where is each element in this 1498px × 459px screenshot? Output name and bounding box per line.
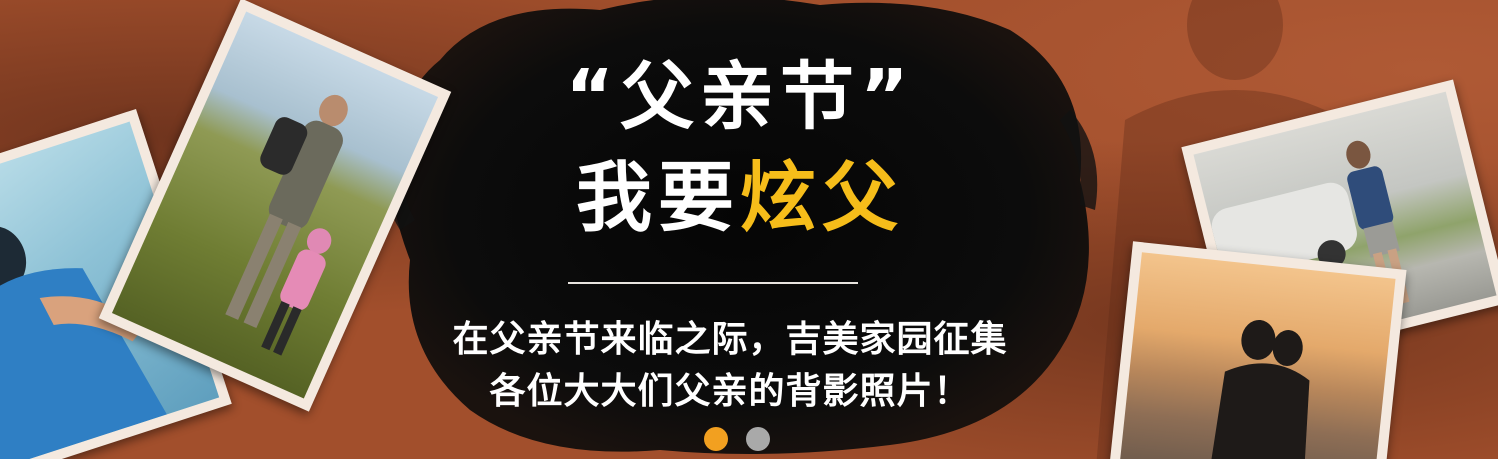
- photo-father-holding-child: [0, 108, 232, 459]
- banner-title-line2: 我要炫父: [500, 160, 980, 236]
- banner-subtitle-line1: 在父亲节来临之际，吉美家园征集: [452, 319, 1008, 360]
- photo-figures: [0, 226, 167, 459]
- banner-title-line1: “父亲节”: [565, 54, 915, 140]
- title-white-part: 我要: [576, 153, 740, 242]
- carousel-dot-1[interactable]: [704, 427, 728, 451]
- photo-sunset-silhouette: [1108, 241, 1407, 459]
- photo-father-daughter-walking: [98, 0, 452, 412]
- title-divider: [568, 282, 858, 284]
- banner-subtitle-line2: 各位大大们父亲的背影照片！: [489, 371, 971, 412]
- carousel-dot-2[interactable]: [746, 427, 770, 451]
- carousel-pagination: [704, 427, 770, 451]
- title-highlight-part: 炫父: [740, 153, 904, 242]
- photo-figures: [1208, 319, 1310, 459]
- photo-figures: [225, 94, 348, 356]
